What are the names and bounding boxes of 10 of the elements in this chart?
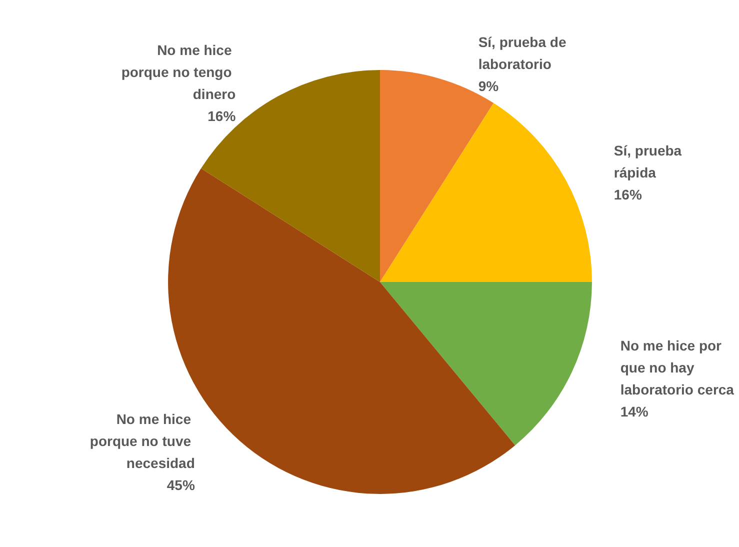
data-label: 45% <box>166 477 196 494</box>
data-label: 14% <box>620 404 649 420</box>
slice-label: No me hice por que no hay laboratorio cerca <box>620 338 734 398</box>
data-label: 16% <box>614 186 642 203</box>
data-label: 9% <box>478 78 500 94</box>
slice-label: No me hice porque no tuve necesidad <box>90 411 195 472</box>
slice-label: Sí, prueba rápida <box>614 142 686 181</box>
data-label: 16% <box>208 108 236 124</box>
slice-label: No me hice porque no tengo dinero <box>121 42 236 102</box>
slice-label: Sí, prueba de laboratorio <box>478 34 570 72</box>
